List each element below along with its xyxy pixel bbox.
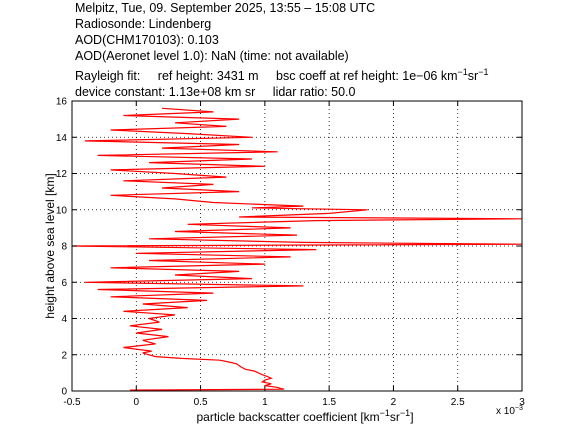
header-aod-aeronet: AOD(Aeronet level 1.0): NaN (time: not a… — [75, 49, 349, 63]
x-tick-label: 2 — [391, 397, 397, 408]
y-tick-label: 0 — [61, 387, 67, 398]
bsc-coeff: bsc coeff at ref height: 1e−06 km−1sr−1 — [276, 67, 489, 84]
y-tick-label: 4 — [61, 314, 67, 325]
x-tick-label: 1 — [262, 397, 268, 408]
y-tick-label: 12 — [56, 169, 68, 180]
rayleigh-label: Rayleigh fit: — [75, 69, 141, 84]
x-tick-label: 0.5 — [194, 397, 208, 408]
header-radiosonde: Radiosonde: Lindenberg — [75, 17, 212, 31]
ref-height: ref height: 3431 m — [157, 69, 259, 84]
x-axis-label: particle backscatter coefficient [km−1sr… — [196, 408, 413, 424]
x-tick-label: 2.5 — [451, 397, 465, 408]
y-tick-label: 2 — [61, 350, 67, 361]
x-tick-label: 3 — [519, 397, 525, 408]
device-constant: device constant: 1.13e+08 km sr — [75, 85, 256, 100]
x-tick-label: -0.5 — [63, 397, 81, 408]
y-tick-label: 8 — [61, 242, 67, 253]
y-tick-label: 14 — [56, 133, 68, 144]
x-tick-label: 0 — [134, 397, 140, 408]
info-header: Melpitz, Tue, 09. September 2025, 13:55 … — [75, 0, 488, 100]
x-scale-note: x 10−3 — [496, 405, 523, 417]
backscatter-profile-line — [71, 107, 523, 391]
y-axis-label: height above sea level [km] — [43, 173, 57, 318]
y-tick-label: 10 — [56, 205, 68, 216]
header-aod: AOD(CHM170103): 0.103 — [75, 33, 219, 47]
header-device-line: device constant: 1.13e+08 km sr lidar ra… — [75, 84, 488, 100]
header-rayleigh-line: Rayleigh fit: ref height: 3431 m bsc coe… — [75, 64, 488, 84]
lidar-ratio: lidar ratio: 50.0 — [272, 85, 356, 100]
header-title: Melpitz, Tue, 09. September 2025, 13:55 … — [75, 1, 376, 15]
y-tick-label: 16 — [56, 97, 68, 108]
x-tick-label: 1.5 — [322, 397, 336, 408]
y-tick-label: 6 — [61, 278, 67, 289]
